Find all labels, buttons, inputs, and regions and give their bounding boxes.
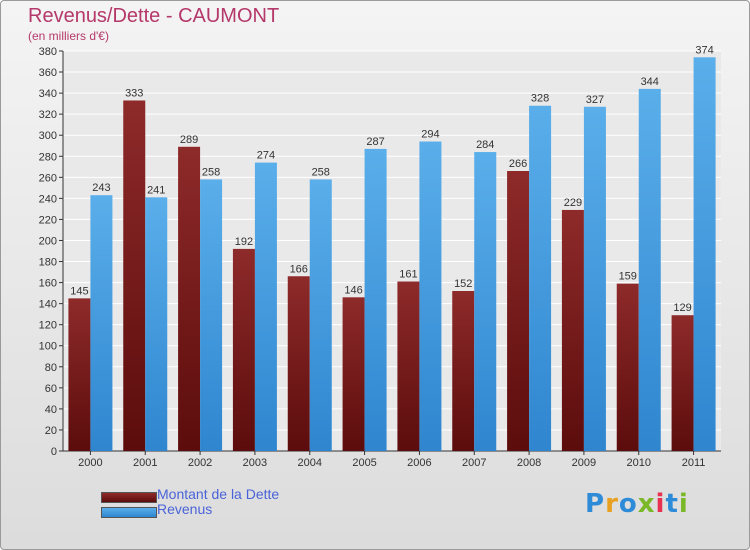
x-tick-label: 2005 [352,457,376,469]
x-tick-label: 2006 [407,457,431,469]
data-label-dette: 333 [125,87,143,99]
legend-label-revenus: Revenus [157,501,213,517]
x-tick-label: 2002 [188,457,212,469]
x-tick-label: 2010 [627,457,651,469]
data-label-revenus: 327 [586,94,604,106]
data-label-revenus: 328 [531,93,549,105]
y-tick-label: 300 [39,130,57,142]
bar-revenus [693,57,716,451]
data-label-dette: 161 [399,269,417,281]
bar-revenus [529,105,552,451]
x-tick-label: 2007 [462,457,486,469]
x-tick-label: 2001 [133,457,157,469]
data-label-revenus: 243 [92,182,110,194]
data-label-dette: 152 [454,278,472,290]
bar-dette [452,291,475,451]
data-label-revenus: 258 [202,166,220,178]
data-label-revenus: 258 [312,166,330,178]
bar-dette [561,209,584,451]
data-label-revenus: 294 [421,129,439,141]
bar-dette [616,283,639,451]
chart-title: Revenus/Dette - CAUMONT [28,5,280,27]
data-label-revenus: 374 [695,44,713,56]
y-tick-label: 360 [39,67,57,79]
data-label-dette: 146 [344,284,362,296]
bar-dette [287,276,310,451]
x-tick-label: 2011 [682,457,706,469]
bar-revenus [364,148,387,452]
y-tick-label: 380 [39,46,57,58]
plot-area [63,51,721,451]
y-tick-label: 320 [39,109,57,121]
bar-dette [123,100,146,451]
bar-revenus [145,197,168,451]
y-tick-label: 0 [51,446,57,458]
x-tick-label: 2003 [243,457,267,469]
y-tick-label: 20 [45,425,57,437]
bar-dette [397,281,420,451]
bar-revenus [200,179,223,451]
bar-dette [507,171,530,451]
data-label-revenus: 344 [641,76,659,88]
bar-revenus [90,195,113,451]
bar-revenus [419,141,442,452]
data-label-dette: 145 [70,285,88,297]
y-tick-label: 280 [39,151,57,163]
y-tick-label: 260 [39,172,57,184]
y-tick-label: 160 [39,278,57,290]
y-tick-label: 200 [39,235,57,247]
bar-revenus [583,106,606,451]
y-tick-label: 340 [39,88,57,100]
bar-dette [68,298,91,451]
data-label-dette: 266 [509,158,527,170]
bar-dette [342,297,365,451]
y-tick-label: 120 [39,320,57,332]
data-label-dette: 166 [290,263,308,275]
proxiti-logo: Proxiti [585,489,689,519]
bar-dette [671,315,694,451]
data-label-dette: 289 [180,134,198,146]
y-tick-label: 180 [39,257,57,269]
legend-swatch-revenus [101,507,157,518]
data-label-dette: 229 [564,197,582,209]
y-tick-label: 80 [45,362,57,374]
chart-subtitle: (en milliers d'€) [28,29,109,43]
x-tick-label: 2004 [298,457,322,469]
bar-revenus [474,152,497,452]
y-tick-label: 220 [39,214,57,226]
bar-dette [232,248,255,451]
y-tick-label: 40 [45,404,57,416]
x-tick-label: 2000 [78,457,102,469]
y-tick-label: 100 [39,341,57,353]
bar-revenus [254,162,277,451]
bar-revenus [638,88,661,451]
y-tick-label: 60 [45,383,57,395]
y-tick-label: 140 [39,299,57,311]
bar-dette [178,146,201,451]
data-label-dette: 192 [235,236,253,248]
data-label-revenus: 287 [366,136,384,148]
data-label-dette: 129 [673,302,691,314]
bar-revenus [309,179,332,451]
x-tick-label: 2008 [517,457,541,469]
legend-label-dette: Montant de la Dette [157,486,280,502]
data-label-revenus: 284 [476,139,494,151]
data-label-revenus: 241 [147,184,165,196]
x-tick-label: 2009 [572,457,596,469]
data-label-revenus: 274 [257,150,275,162]
legend-swatch-dette [101,492,157,503]
y-tick-label: 240 [39,193,57,205]
data-label-dette: 159 [619,271,637,283]
